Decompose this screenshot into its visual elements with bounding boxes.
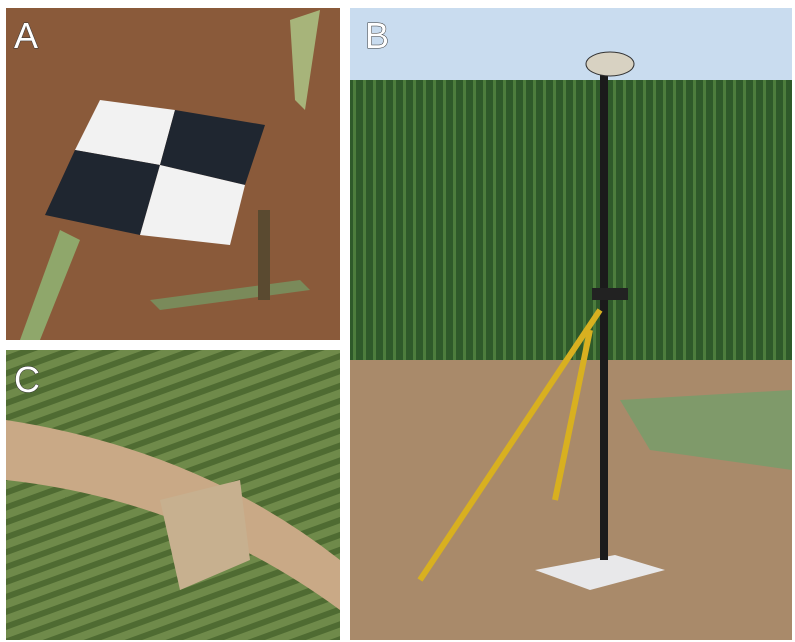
panel-label: C xyxy=(14,359,40,400)
panel-label: A xyxy=(14,15,38,56)
gps-antenna xyxy=(586,52,634,76)
pole xyxy=(600,60,608,560)
panel-c xyxy=(6,350,340,640)
panel-b xyxy=(350,8,792,640)
panel-a xyxy=(6,8,340,340)
stake xyxy=(258,210,270,300)
clamp xyxy=(592,288,628,300)
corn xyxy=(350,80,792,370)
panel-label: B xyxy=(365,15,389,56)
figure: A B C xyxy=(0,0,795,642)
